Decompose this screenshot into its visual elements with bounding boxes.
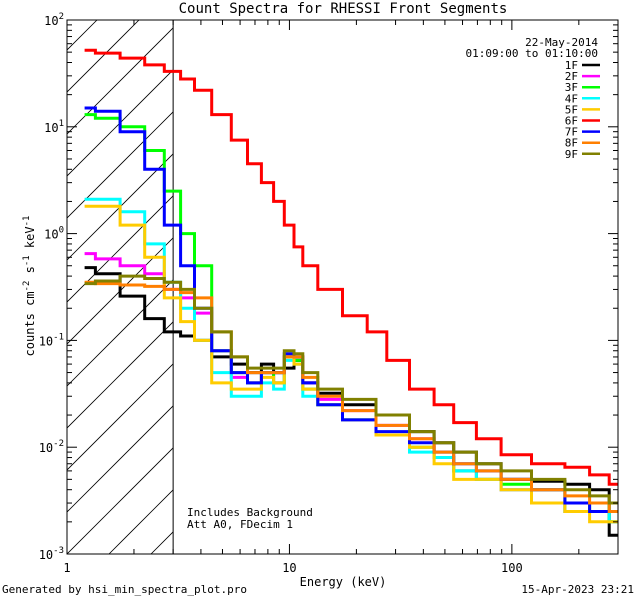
x-tick-label: 100 — [501, 561, 523, 575]
legend-label-9F: 9F — [565, 148, 578, 161]
footer-generated-by: Generated by hsi_min_spectra_plot.pro — [2, 583, 248, 596]
y-tick-labels: 10-3 10-2 10-1 100 101 102 — [39, 12, 64, 562]
x-axis-label: Energy (keV) — [300, 575, 387, 589]
x-tick-label: 1 — [63, 561, 70, 575]
info-block: 22-May-2014 01:09:00 to 01:10:00 — [466, 36, 599, 60]
legend-label-6F: 6F — [565, 115, 578, 128]
legend-label-7F: 7F — [565, 126, 578, 139]
series-layer — [84, 48, 618, 537]
chart-title: Count Spectra for RHESSI Front Segments — [179, 1, 508, 17]
series-3F — [84, 113, 618, 524]
series-8F — [84, 280, 618, 513]
hatch-lines — [67, 20, 174, 554]
hatched-region — [67, 20, 174, 554]
annotation-0: Includes Background — [187, 506, 313, 519]
x-tick-label: 10 — [282, 561, 296, 575]
series-9F — [84, 274, 618, 505]
legend-label-1F: 1F — [565, 59, 578, 72]
y-axis-label: counts cm-2 s-1 keV-1 — [22, 216, 37, 357]
x-tick-labels: 1 10 100 — [63, 561, 522, 575]
footer-timestamp: 15-Apr-2023 23:21 — [521, 583, 634, 596]
plot-frame — [66, 19, 619, 555]
axis-ticks — [66, 19, 619, 555]
y-tick-label: 10-1 — [39, 332, 64, 348]
y-tick-label: 102 — [44, 12, 64, 28]
annotation-1: Att A0, FDecim 1 — [187, 518, 293, 531]
y-tick-label: 10-2 — [39, 439, 64, 455]
series-4F — [84, 197, 618, 524]
legend-label-2F: 2F — [565, 70, 578, 83]
series-5F — [84, 204, 618, 524]
info-time-range: 01:09:00 to 01:10:00 — [466, 47, 598, 60]
legend-label-8F: 8F — [565, 137, 578, 150]
y-tick-label: 10-3 — [39, 546, 64, 562]
y-tick-label: 101 — [44, 119, 64, 135]
legend-label-5F: 5F — [565, 103, 578, 116]
legend-label-4F: 4F — [565, 92, 578, 105]
y-tick-label: 100 — [44, 226, 64, 242]
series-1F — [84, 266, 618, 537]
info-date: 22-May-2014 — [525, 36, 598, 49]
series-7F — [84, 106, 618, 513]
series-6F — [84, 48, 618, 486]
legend-label-3F: 3F — [565, 81, 578, 94]
